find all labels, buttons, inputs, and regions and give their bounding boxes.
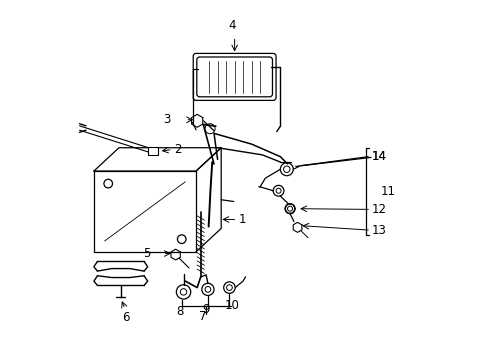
Text: 14: 14 — [371, 150, 386, 163]
Text: 4: 4 — [227, 19, 235, 32]
Text: 12: 12 — [371, 203, 386, 216]
Bar — [148, 147, 158, 155]
Text: 13: 13 — [371, 224, 386, 237]
Text: 10: 10 — [224, 299, 239, 312]
Text: 5: 5 — [143, 247, 150, 260]
Text: 2: 2 — [174, 143, 181, 156]
Text: 6: 6 — [122, 311, 130, 324]
Text: 1: 1 — [238, 213, 245, 226]
Text: 9: 9 — [202, 303, 209, 316]
Text: 14: 14 — [371, 150, 386, 163]
Text: 3: 3 — [163, 113, 171, 126]
Text: 8: 8 — [176, 305, 183, 318]
Text: 7: 7 — [199, 310, 206, 324]
Text: 11: 11 — [380, 185, 395, 198]
